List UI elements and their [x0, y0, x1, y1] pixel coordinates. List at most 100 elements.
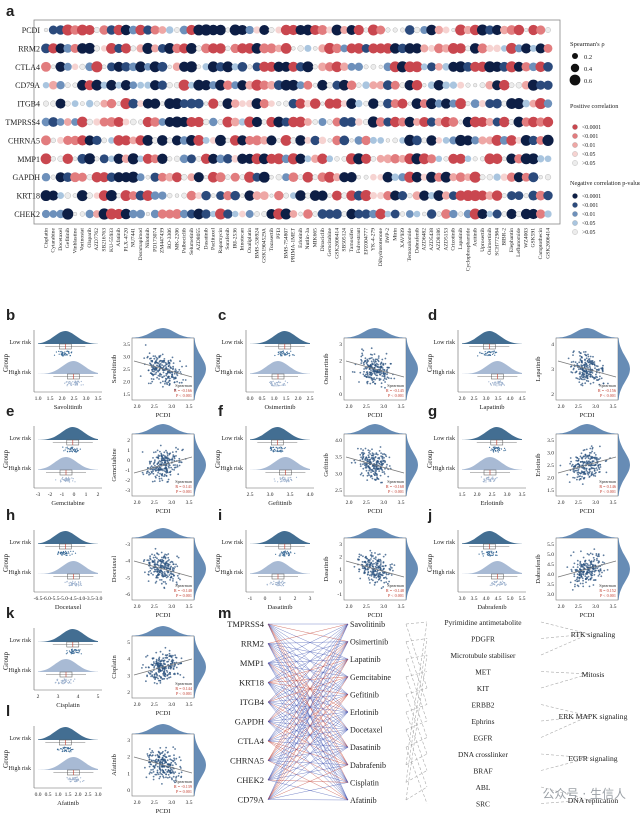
- scatter-point: [587, 575, 590, 578]
- heatmap-dot: [326, 155, 334, 163]
- scatter-point: [162, 560, 165, 562]
- gene-drug-link: [267, 721, 349, 748]
- scatter-point: [154, 451, 157, 453]
- raincloud-point: [481, 551, 483, 553]
- scatter-point: [359, 463, 362, 465]
- heatmap-dot: [157, 209, 167, 219]
- scatter-x-tick: 3.0: [168, 702, 175, 708]
- drug-target-link: [405, 720, 428, 730]
- raincloud-point: [60, 551, 62, 553]
- scatter-point: [172, 654, 174, 657]
- heatmap-dot: [470, 99, 480, 108]
- heatmap-dot: [157, 43, 167, 53]
- drug-label: IWP-2: [385, 228, 391, 243]
- scatter-point: [359, 577, 362, 580]
- legend-size-label: 0.6: [584, 78, 593, 85]
- scatter-point: [573, 562, 576, 565]
- raincloud-point: [67, 778, 69, 780]
- gene-drug-link: [267, 676, 349, 761]
- heatmap-dot: [181, 192, 188, 199]
- scatter-point: [373, 557, 375, 560]
- scatter-point: [585, 375, 588, 378]
- raincloud-point: [500, 381, 502, 383]
- scatter-point: [171, 374, 174, 377]
- heatmap-dot: [295, 116, 306, 128]
- scatter-point: [164, 361, 167, 364]
- scatter-point: [583, 468, 586, 470]
- scatter-point: [385, 370, 388, 372]
- scatter-point: [588, 553, 590, 556]
- raincloud-point: [80, 582, 82, 584]
- scatter-point: [160, 773, 162, 775]
- scatter-point: [382, 379, 385, 381]
- raincloud-point: [66, 650, 68, 652]
- heatmap-dot: [157, 172, 167, 182]
- heatmap-dot: [326, 82, 333, 89]
- scatter-point: [371, 465, 374, 467]
- scatter-point: [161, 558, 164, 561]
- raincloud-point: [58, 681, 60, 683]
- raincloud-point: [277, 448, 279, 450]
- heatmap-dot: [369, 81, 378, 90]
- scatter-point: [151, 657, 154, 660]
- drug-axis-label: Savolitinib: [54, 404, 83, 411]
- scatter-y-tick: 4.5: [547, 562, 554, 568]
- scatter-point: [148, 471, 151, 474]
- heatmap-dot: [332, 117, 342, 127]
- heatmap-dot: [451, 28, 456, 33]
- heatmap-dot: [113, 61, 124, 72]
- raincloud-point: [65, 447, 67, 449]
- drug-label: WZ4003: [523, 228, 529, 248]
- scatter-point: [150, 470, 153, 473]
- scatter-point: [147, 754, 149, 757]
- heatmap-dot: [360, 190, 372, 202]
- heatmap-dot: [476, 24, 489, 36]
- heatmap-dot: [120, 190, 132, 202]
- scatter-y-tick: 2.5: [123, 367, 130, 373]
- drug-label: AZD6482: [422, 228, 428, 251]
- raincloud-point: [64, 679, 66, 681]
- raincloud-point: [288, 553, 290, 555]
- heatmap-dot: [245, 80, 255, 90]
- heatmap-dot: [404, 25, 415, 35]
- scatter-point: [157, 677, 159, 680]
- raincloud-point: [504, 449, 507, 451]
- heatmap-dot: [420, 63, 428, 71]
- scatter-point: [589, 367, 591, 369]
- heatmap-dot: [463, 209, 473, 219]
- heatmap-dot: [79, 63, 86, 70]
- group-axis-label: Group: [214, 354, 222, 372]
- raincloud-point: [490, 449, 492, 451]
- scatter-point: [158, 777, 161, 780]
- raincloud-point: [488, 554, 490, 556]
- scatter-point: [598, 383, 601, 386]
- scatter-point: [593, 363, 596, 365]
- scatter-point: [373, 353, 376, 355]
- heatmap-dot: [302, 171, 314, 183]
- gene-drug-link: [267, 729, 349, 761]
- raincloud-point: [69, 554, 71, 556]
- raincloud-point: [492, 583, 494, 585]
- heatmap-dot: [377, 137, 385, 144]
- scatter-point: [171, 778, 173, 781]
- scatter-point: [161, 571, 164, 574]
- heatmap-dot: [471, 136, 480, 145]
- raincloud-point: [71, 447, 73, 450]
- scatter-point: [598, 378, 601, 380]
- scatter-point: [366, 557, 369, 560]
- scatter-point: [161, 364, 164, 366]
- heatmap-dot: [334, 156, 340, 162]
- scatter-point: [572, 367, 575, 370]
- scatter-point: [585, 379, 588, 382]
- scatter-point: [581, 371, 584, 374]
- raincloud-point: [276, 385, 278, 387]
- scatter-point: [151, 754, 154, 757]
- group-label: High risk: [221, 570, 244, 576]
- heatmap-dot: [222, 98, 234, 109]
- heatmap-dot: [325, 209, 335, 219]
- drug-tick-label: 2: [97, 492, 100, 498]
- raincloud-point: [62, 351, 64, 354]
- heatmap-dot: [62, 153, 74, 165]
- heatmap-dot: [254, 211, 260, 217]
- heatmap-dot: [538, 175, 543, 180]
